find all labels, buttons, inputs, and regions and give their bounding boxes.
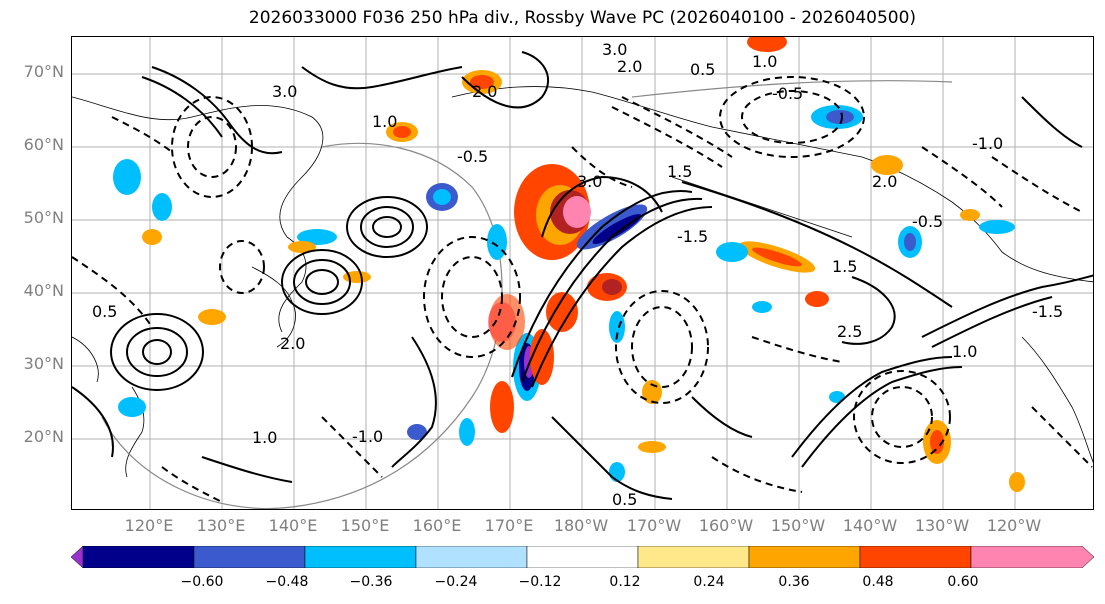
colorbar-segment [748,546,861,568]
contour-label: -0.5 [772,84,803,103]
colorbar-segment [304,546,417,568]
contour-label: -1.0 [352,427,383,446]
contour-label: 2.5 [837,322,862,341]
contour-label: 0.5 [92,302,117,321]
great-circles [101,80,953,509]
colorbar-tick-label: 0.36 [778,574,810,590]
lon-label-130e: 130°E [196,516,246,535]
lat-label-40n: 40°N [23,281,64,300]
contour-label: 2.0 [872,172,897,191]
colorbar-tick-label: 0.60 [947,574,979,590]
map-canvas: 3.0 2.0 1.5 1.0 0.5 -0.5 -1.0 -1.5 2.0 2… [72,37,1093,509]
contour-label: 1.5 [667,162,692,181]
contour-label: 3.0 [272,82,297,101]
colorbar-segment [637,546,750,568]
colorbar-tick-label: −0.48 [265,574,309,590]
lon-label-140e: 140°E [268,516,318,535]
lat-label-50n: 50°N [23,208,64,227]
colorbar-tick-label: 0.12 [609,574,641,590]
colorbar-segment [526,546,639,568]
lon-label-150w: 150°W [770,516,826,535]
colorbar-segment [415,546,528,568]
map-panel[interactable]: 3.0 2.0 1.5 1.0 0.5 -0.5 -1.0 -1.5 2.0 2… [71,36,1094,510]
divergence-shading [113,37,1025,492]
lon-label-180w: 180°W [553,516,609,535]
contour-label: -1.5 [1032,302,1063,321]
colorbar-segment [970,546,1094,568]
lon-label-150e: 150°E [340,516,390,535]
map-title: 2026033000 F036 250 hPa div., Rossby Wav… [248,8,917,28]
contour-label: 0.5 [612,490,637,509]
colorbar-tick-label: −0.36 [349,574,393,590]
contour-label: -0.5 [912,212,943,231]
lat-label-20n: 20°N [23,427,64,446]
contour-label: 1.0 [952,342,977,361]
contour-label: 2.0 [280,334,305,353]
positive-contours [72,51,1093,500]
contour-label: 1.0 [752,52,777,71]
contour-label: -0.5 [457,147,488,166]
contour-label: -1.5 [677,227,708,246]
lon-label-120e: 120°E [124,516,174,535]
lon-label-130w: 130°W [914,516,970,535]
contour-label: 2.0 [617,57,642,76]
contour-labels: 3.0 2.0 1.5 1.0 0.5 -0.5 -1.0 -1.5 2.0 2… [92,40,1063,509]
lon-label-160w: 160°W [698,516,754,535]
lat-label-30n: 30°N [23,354,64,373]
coastlines [72,86,1093,478]
colorbar-segment [82,546,195,568]
gridlines [72,37,1093,509]
contour-label: 3.0 [577,172,602,191]
contour-label: 0.5 [690,60,715,79]
lat-label-70n: 70°N [23,62,64,81]
contour-label: 1.0 [372,112,397,131]
negative-contours [72,76,1093,503]
colorbar-segment [859,546,972,568]
lon-label-140w: 140°W [842,516,898,535]
lon-label-170e: 170°E [484,516,534,535]
lon-label-120w: 120°W [986,516,1042,535]
colorbar-tick-label: −0.24 [434,574,478,590]
contour-label: -1.0 [972,134,1003,153]
lon-label-160e: 160°E [412,516,462,535]
contour-label: 3.0 [602,40,627,59]
contour-label: 1.5 [832,257,857,276]
contour-label: 1.0 [252,428,277,447]
colorbar-tick-label: −0.12 [518,574,562,590]
colorbar-tick-label: −0.60 [180,574,224,590]
lat-label-60n: 60°N [23,135,64,154]
colorbar-tick-label: 0.48 [862,574,894,590]
colorbar [71,546,1094,568]
lon-label-170w: 170°W [626,516,682,535]
contour-label: 2.0 [472,82,497,101]
colorbar-tick-label: 0.24 [693,574,725,590]
colorbar-segment [193,546,306,568]
